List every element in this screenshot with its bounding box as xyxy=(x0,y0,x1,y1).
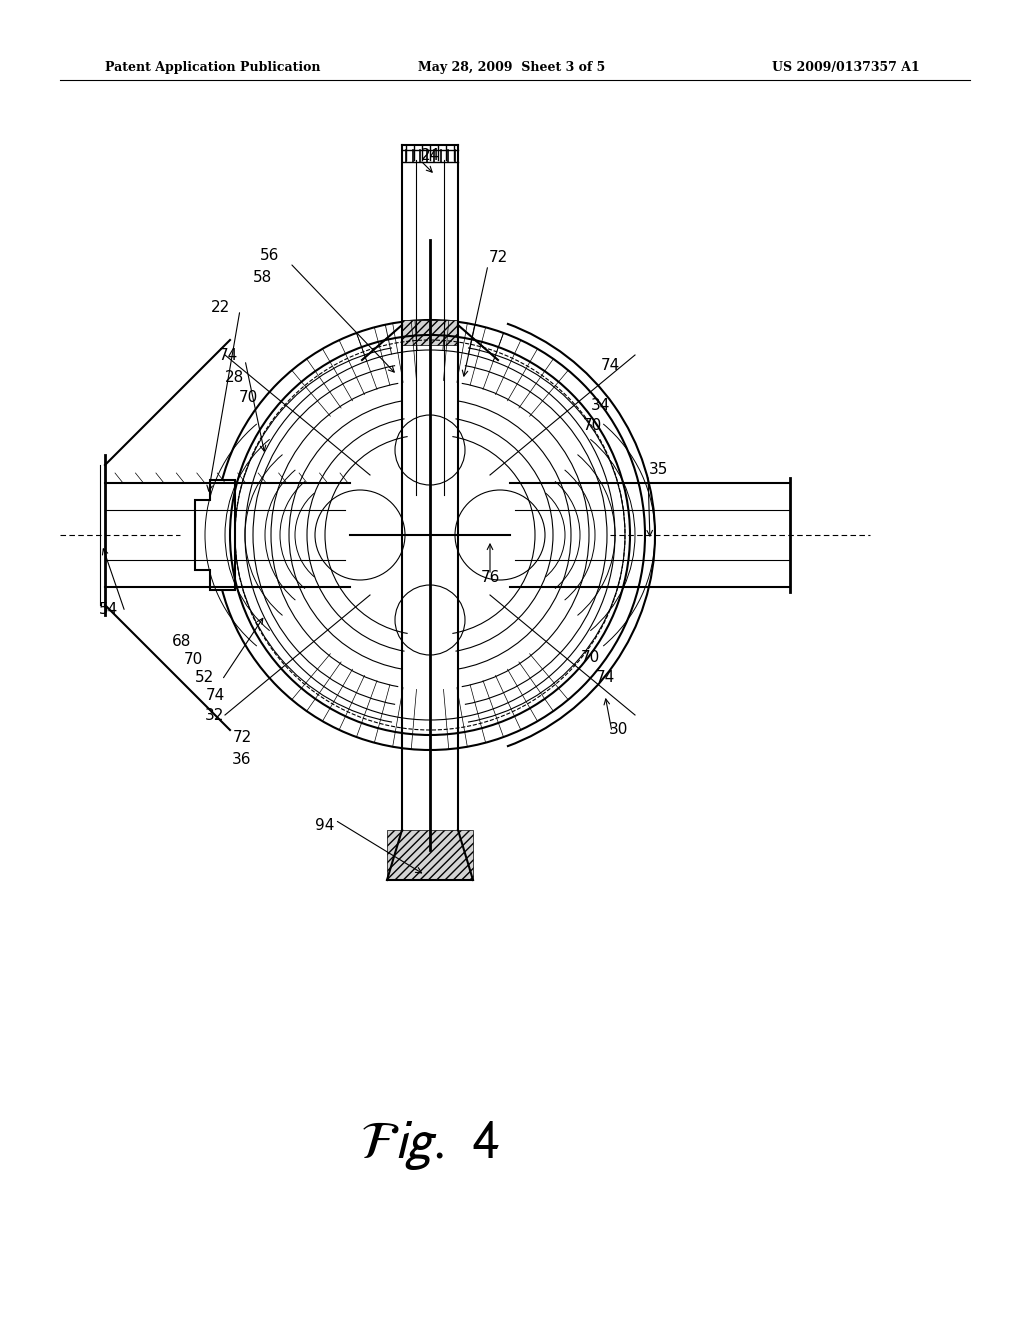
Text: 54: 54 xyxy=(98,602,118,618)
Polygon shape xyxy=(195,480,234,590)
Text: 68: 68 xyxy=(172,635,191,649)
Text: 70: 70 xyxy=(239,391,258,405)
Polygon shape xyxy=(402,319,458,345)
Text: 32: 32 xyxy=(206,708,224,722)
Text: May 28, 2009  Sheet 3 of 5: May 28, 2009 Sheet 3 of 5 xyxy=(419,62,605,74)
Text: $\mathcal{Fig.\ 4}$: $\mathcal{Fig.\ 4}$ xyxy=(359,1118,501,1172)
Text: 70: 70 xyxy=(583,417,602,433)
Text: 35: 35 xyxy=(648,462,668,478)
Text: 76: 76 xyxy=(480,570,500,586)
Text: 56: 56 xyxy=(260,248,280,263)
Text: 30: 30 xyxy=(608,722,628,738)
Text: 74: 74 xyxy=(600,358,620,372)
Text: 28: 28 xyxy=(225,371,245,385)
Polygon shape xyxy=(387,830,473,880)
Text: US 2009/0137357 A1: US 2009/0137357 A1 xyxy=(772,62,920,74)
Text: 74: 74 xyxy=(206,689,224,704)
Text: 70: 70 xyxy=(581,651,600,665)
Text: 36: 36 xyxy=(232,752,252,767)
Text: 34: 34 xyxy=(590,397,609,412)
Text: 74: 74 xyxy=(595,671,614,685)
Text: 74: 74 xyxy=(218,347,238,363)
Text: 72: 72 xyxy=(488,251,508,265)
Text: 24: 24 xyxy=(421,148,439,162)
Text: 52: 52 xyxy=(195,671,214,685)
Text: 94: 94 xyxy=(315,817,335,833)
Text: Patent Application Publication: Patent Application Publication xyxy=(105,62,321,74)
Text: 22: 22 xyxy=(210,301,229,315)
Text: 72: 72 xyxy=(232,730,252,744)
Text: 70: 70 xyxy=(183,652,203,668)
Text: 58: 58 xyxy=(252,271,271,285)
